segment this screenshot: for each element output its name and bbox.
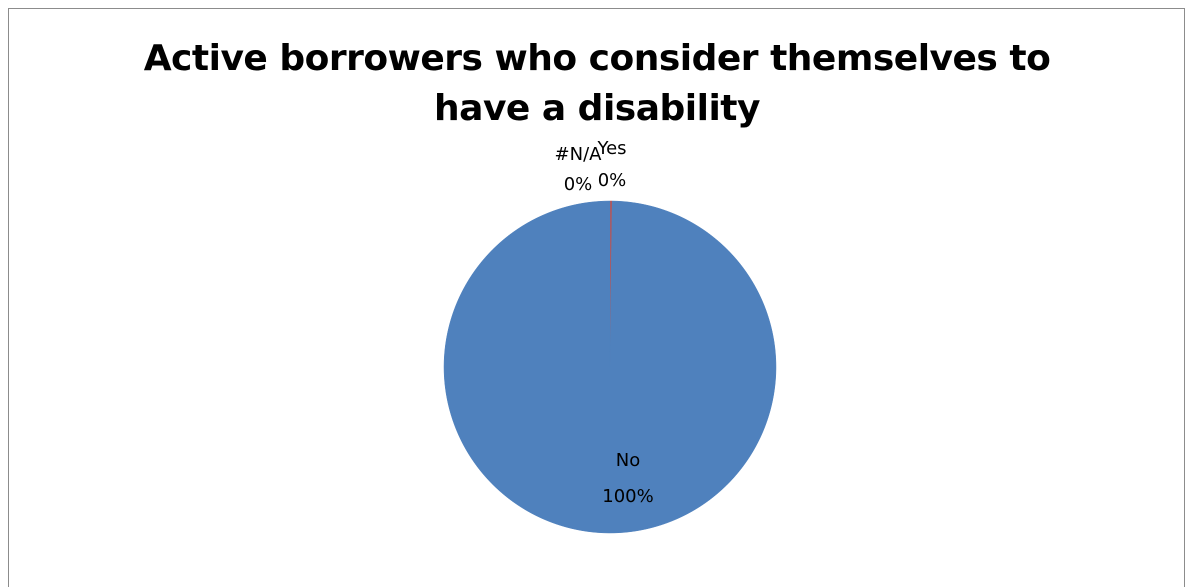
pie-slice-no (443, 200, 777, 534)
chart-title-text: Active borrowers who consider themselves… (143, 38, 1051, 129)
slice-percent-no: 100% (602, 486, 653, 507)
slice-percent-n-a: 0% (564, 174, 593, 195)
slice-label-no: No (616, 450, 640, 471)
slice-percent-yes: 0% (598, 170, 627, 191)
chart-title: Active borrowers who consider themselves… (0, 34, 1194, 134)
slice-label-yes: Yes (596, 138, 626, 159)
slice-label-n-a: #N/A (555, 144, 603, 165)
